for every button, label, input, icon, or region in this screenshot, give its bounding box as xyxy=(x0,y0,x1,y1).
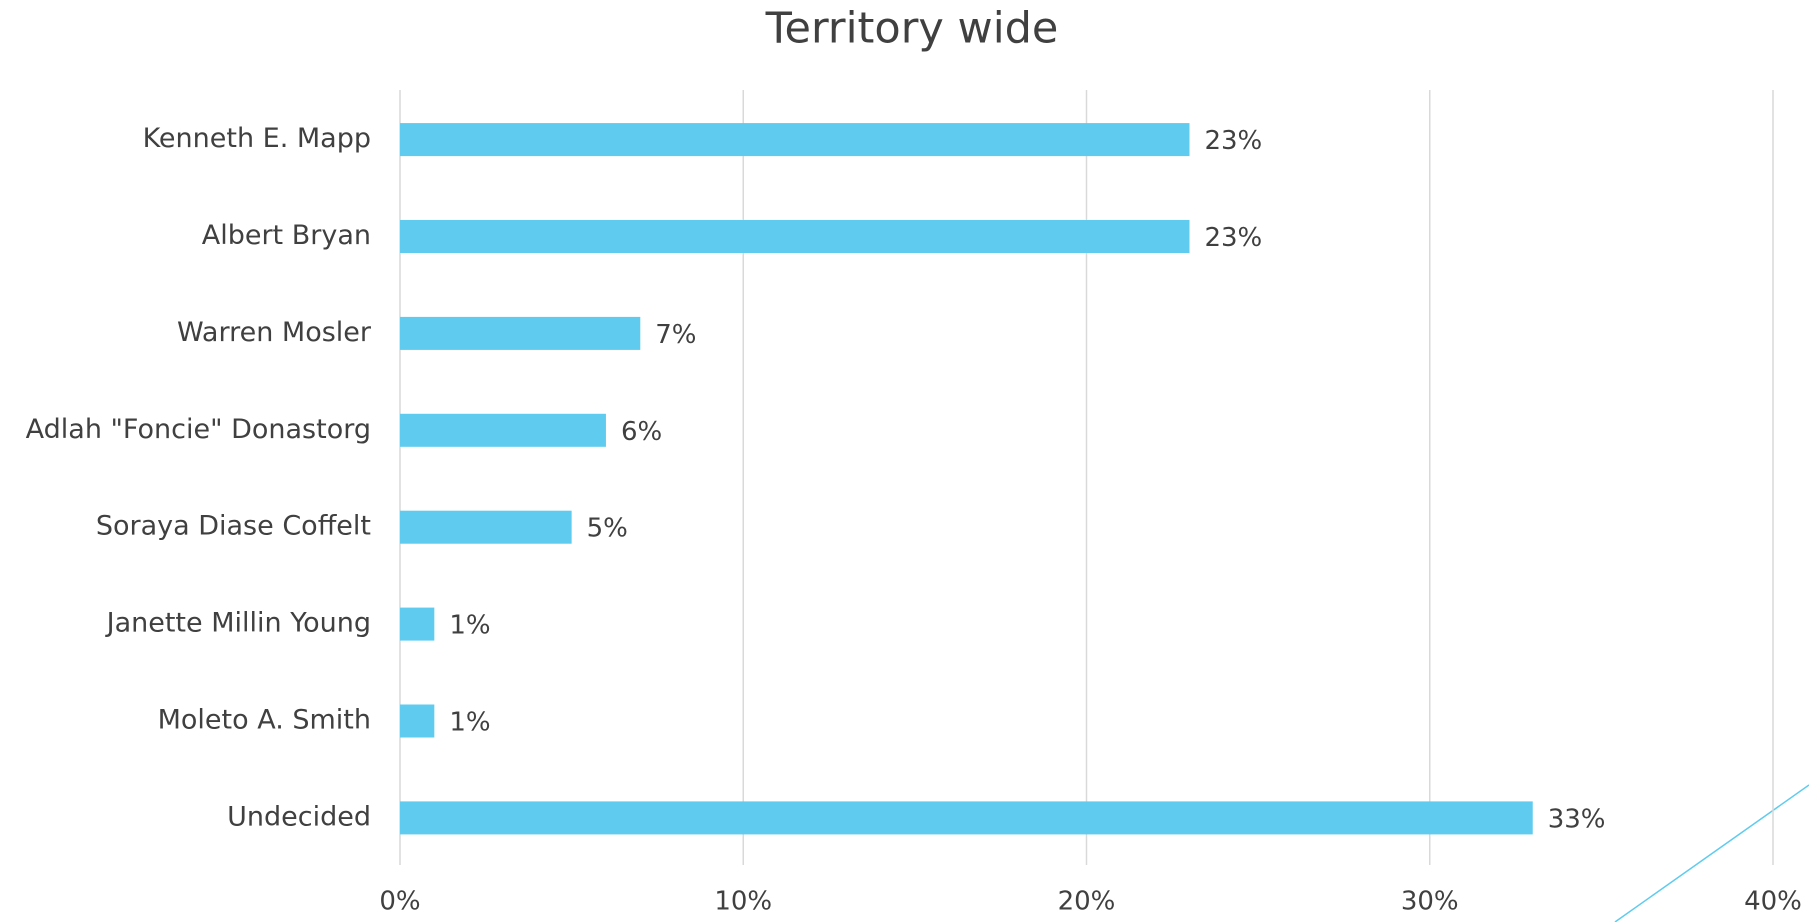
bar xyxy=(400,510,572,544)
bar xyxy=(400,123,1190,157)
bar xyxy=(400,220,1190,253)
y-tick-label: Moleto A. Smith xyxy=(158,705,371,736)
x-tick-label: 0% xyxy=(379,887,420,917)
data-label: 5% xyxy=(587,514,628,544)
y-tick-label: Warren Mosler xyxy=(177,317,372,348)
y-tick-label: Soraya Diase Coffelt xyxy=(96,511,371,542)
data-label: 33% xyxy=(1548,804,1606,834)
y-tick-label: Albert Bryan xyxy=(202,220,371,251)
bar xyxy=(400,704,435,738)
x-tick-label: 10% xyxy=(714,887,772,917)
data-label: 7% xyxy=(655,320,696,350)
data-label: 6% xyxy=(621,417,662,447)
data-label: 23% xyxy=(1204,223,1262,253)
x-tick-label: 40% xyxy=(1744,887,1802,917)
y-tick-label: Adlah "Foncie" Donastorg xyxy=(26,414,371,445)
y-tick-label: Janette Millin Young xyxy=(105,608,371,639)
bar xyxy=(400,316,641,350)
x-tick-label: 30% xyxy=(1401,887,1459,917)
y-tick-label: Undecided xyxy=(227,801,371,832)
bar xyxy=(400,413,606,447)
decoration xyxy=(1614,784,1809,922)
chart-title: Territory wide xyxy=(765,4,1059,54)
data-label: 1% xyxy=(449,708,490,738)
bar xyxy=(400,607,435,641)
y-tick-label: Kenneth E. Mapp xyxy=(143,123,371,154)
bar xyxy=(400,801,1533,835)
data-label: 23% xyxy=(1204,126,1262,156)
x-tick-label: 20% xyxy=(1058,887,1116,917)
data-label: 1% xyxy=(449,611,490,641)
